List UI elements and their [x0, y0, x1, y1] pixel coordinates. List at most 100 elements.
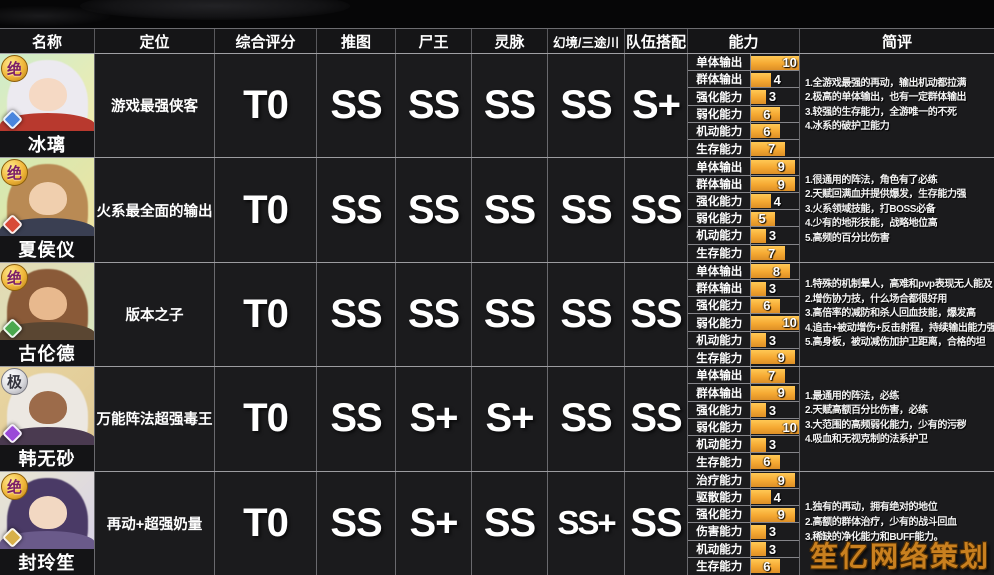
ability-row: 群体输出 4	[688, 71, 799, 89]
ability-value: 3	[768, 437, 777, 453]
ability-bar	[751, 107, 781, 122]
ability-label: 生存能力	[688, 244, 752, 262]
ability-bar-zone: 6	[751, 453, 799, 470]
review-line: 2.天赋高额百分比伤害，必练	[805, 405, 928, 417]
ability-row: 驱散能力 4	[688, 488, 799, 507]
ability-label: 机动能力	[688, 436, 752, 453]
ability-label: 弱化能力	[688, 210, 752, 227]
role-description: 再动+超强奶量	[106, 516, 203, 533]
review-cell: 1.独有的再动，拥有绝对的地位 2.高额的群体治疗，少有的战斗回血 3.稀缺的净化能…	[800, 472, 994, 575]
ability-label: 单体输出	[688, 367, 752, 384]
review-line: 4.追击+被动增伤+反击射程，持续输出能力强	[805, 322, 994, 334]
review-line: 2.天赋回满血并提供爆发，生存能力强	[805, 189, 967, 201]
ability-label: 机动能力	[688, 227, 752, 244]
ability-value: 10	[782, 55, 797, 70]
ability-bar-zone: 9	[751, 349, 799, 366]
rarity-badge-label: 极	[6, 374, 22, 392]
header-col-review: 简评	[881, 33, 912, 51]
character-portrait: 绝	[0, 471, 94, 549]
grade-illusion-sanzu: SS	[548, 158, 625, 262]
ability-value: 9	[777, 349, 785, 365]
ability-bar	[751, 437, 766, 452]
rarity-badge-label: 绝	[6, 478, 22, 496]
character-portrait: 极	[0, 367, 94, 445]
ability-label: 单体输出	[688, 54, 752, 71]
grade-team-comp: S+	[625, 54, 688, 158]
review-cell: 1.最通用的阵法，必练 2.天赋高额百分比伤害，必练 3.大范围的高频弱化能力，少有…	[800, 367, 994, 470]
character-name: 古伦德	[18, 344, 76, 365]
rarity-badge-icon: 绝	[1, 55, 28, 82]
character-row: 极 韩无砂 万能阵法超强毒王 T0 SS S+ S+ SS SS 单体输出 7 群体…	[0, 367, 994, 472]
review-line: 4.冰系的破护卫能力	[805, 121, 890, 133]
ability-bar	[751, 420, 799, 435]
table-body: 绝 冰璃 游戏最强侠客 T0 SS SS SS SS S+ 单体输出 10 群体输出…	[0, 54, 994, 575]
ability-bar	[751, 124, 781, 139]
ability-bar-zone: 6	[751, 558, 799, 575]
ability-row: 强化能力 9	[688, 506, 799, 524]
grade-push-map: SS	[317, 367, 396, 471]
overall-rating: T0	[215, 367, 317, 471]
grade-team-comp: SS	[625, 158, 688, 262]
ability-bar	[751, 211, 776, 226]
ability-value: 9	[777, 176, 785, 192]
ability-bar	[751, 89, 766, 104]
ability-bar-zone: 6	[751, 106, 799, 122]
ability-bar-zone: 10	[751, 314, 799, 330]
ability-label: 生存能力	[688, 348, 752, 367]
ability-value: 10	[782, 419, 797, 435]
ability-label: 强化能力	[688, 401, 752, 418]
review-line: 3.较强的生存能力，全游唯一的不死	[805, 106, 957, 118]
ability-label: 群体输出	[688, 175, 752, 192]
overall-rating: T0	[215, 54, 317, 158]
decorative-shape	[80, 0, 350, 20]
review-line: 3.大范围的高频弱化能力，少有的污秽	[805, 419, 967, 431]
ability-label: 强化能力	[688, 88, 752, 105]
portrait-clothes	[0, 322, 94, 341]
review-line: 1.特殊的机制晕人，高难和pvp表现无人能及	[805, 278, 993, 290]
ability-bar	[751, 385, 795, 400]
review-lines: 1.很通用的阵法，角色有了必练 2.天赋回满血并提供爆发，生存能力强 3.火系领域技…	[800, 174, 994, 247]
overall-rating: T0	[215, 262, 317, 367]
ability-bar	[751, 403, 766, 418]
review-cell: 1.很通用的阵法，角色有了必练 2.天赋回满血并提供爆发，生存能力强 3.火系领域技…	[800, 158, 994, 261]
ability-label: 强化能力	[688, 297, 752, 314]
role-cell: 火系最全面的输出	[95, 158, 215, 262]
ability-label: 机动能力	[688, 122, 752, 140]
character-portrait: 绝	[0, 54, 94, 132]
ability-cell: 单体输出 9 群体输出 9 强化能力 4 弱化能力 5 机动能力 3 生存能力 7	[688, 158, 800, 262]
ability-bar	[751, 333, 766, 348]
header-col-ability: 能力	[688, 29, 800, 53]
table-header-row: 名称 定位 综合评分 推图 尸王 灵脉 幻境/三途川 队伍搭配 能力 简评	[0, 29, 994, 54]
ability-bar	[751, 159, 795, 174]
ability-value: 8	[772, 263, 781, 279]
ability-value: 6	[763, 298, 771, 314]
ability-bar	[751, 246, 786, 261]
review-cell: 1.特殊的机制晕人，高难和pvp表现无人能及 2.增伤协力技，什么场合都很好用 3.…	[800, 263, 994, 366]
grade-push-map: SS	[317, 54, 396, 158]
review-line: 5.高身板，被动减伤加护卫距离，合格的坦	[805, 337, 986, 349]
review-lines: 1.独有的再动，拥有绝对的地位 2.高额的群体治疗，少有的战斗回血 3.稀缺的净化能…	[800, 501, 994, 545]
ability-value: 3	[768, 402, 777, 418]
top-bar	[0, 0, 994, 28]
ability-row: 生存能力 7	[688, 244, 799, 262]
grade-push-map: SS	[317, 158, 396, 262]
ability-bar	[751, 55, 799, 70]
character-name: 冰璃	[28, 135, 66, 156]
grade-spirit-vein: SS	[472, 54, 548, 158]
grade-corpse-king: S+	[396, 471, 472, 575]
grade-spirit-vein: SS	[472, 158, 548, 262]
review-lines: 1.全游戏最强的再动，输出机动都拉满 2.极高的单体输出，也有一定群体输出 3.较强…	[800, 77, 994, 135]
ability-bar-zone: 9	[751, 158, 799, 174]
ability-row: 弱化能力 10	[688, 418, 799, 437]
ability-bar-zone: 3	[751, 227, 799, 243]
ability-label: 治疗能力	[688, 471, 752, 488]
ability-row: 强化能力 3	[688, 401, 799, 419]
ability-row: 生存能力 6	[688, 557, 799, 575]
review-line: 3.稀缺的净化能力和BUFF能力。	[805, 531, 944, 543]
grade-team-comp: SS	[625, 367, 688, 471]
ability-row: 机动能力 3	[688, 331, 799, 349]
ability-row: 生存能力 6	[688, 453, 799, 471]
ability-value: 9	[777, 507, 785, 523]
ability-bar	[751, 507, 795, 522]
header-col-spirit-vein: 灵脉	[472, 29, 548, 53]
